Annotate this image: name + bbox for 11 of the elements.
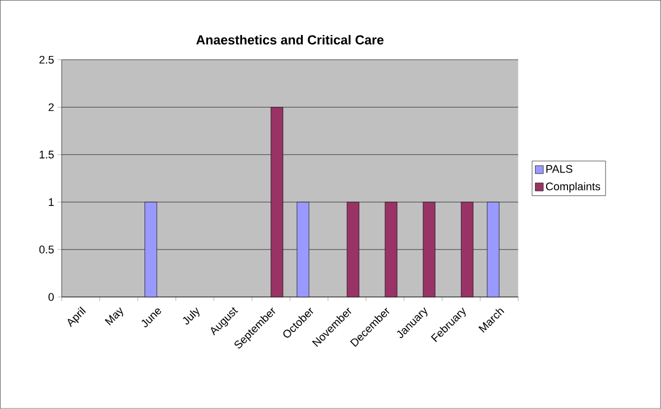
y-tick-label: 1	[48, 198, 54, 206]
y-tick-label: 1.5	[40, 150, 54, 159]
legend-label: Complaints	[546, 182, 600, 193]
y-tick-label: 2	[48, 103, 54, 112]
chart-title: Anaesthetics and Critical Care	[196, 35, 384, 45]
x-tick-label: May	[104, 307, 124, 326]
legend-label: PALS	[546, 165, 572, 173]
y-tick-label: 0.5	[39, 246, 54, 254]
y-tick-label: 2.5	[39, 56, 54, 64]
x-tick-label: July	[182, 308, 200, 325]
y-tick-label: 0	[48, 293, 54, 301]
